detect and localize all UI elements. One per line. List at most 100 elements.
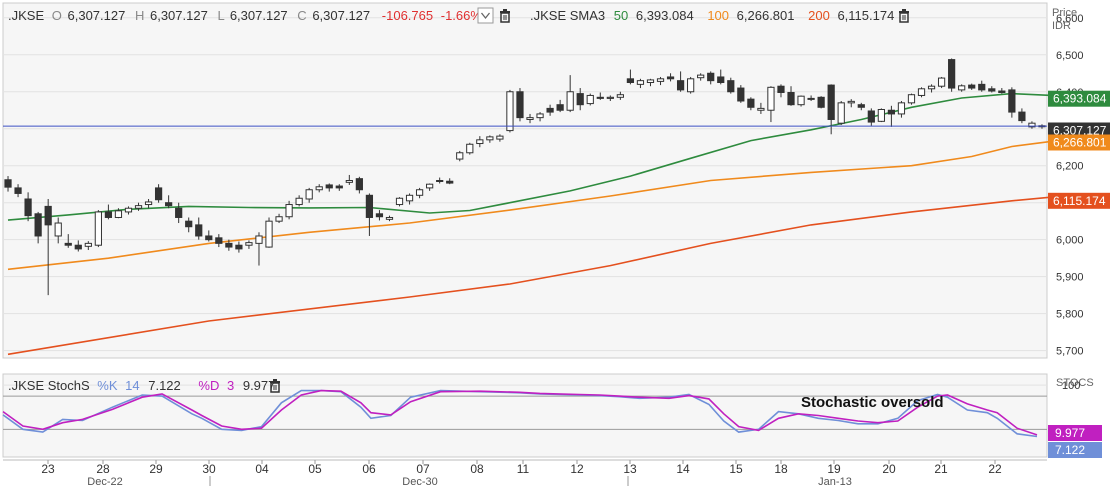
trash-icon[interactable] <box>500 9 510 23</box>
stoch-tick-label: 100 <box>1062 380 1080 392</box>
legend-symbol: .JKSE <box>8 8 44 23</box>
candle <box>426 183 434 191</box>
candle-body <box>365 194 374 218</box>
candle-body <box>827 84 835 120</box>
candle-body <box>988 88 996 92</box>
candle-body <box>516 91 524 119</box>
x-day-label: 05 <box>308 462 322 476</box>
candle-body <box>405 194 414 202</box>
candle <box>857 102 865 111</box>
candle <box>54 217 62 244</box>
price-tick-label: 5,800 <box>1056 309 1084 321</box>
candle-body <box>4 179 12 188</box>
x-day-label: 04 <box>255 462 269 476</box>
candle <box>1028 121 1036 129</box>
candle-body <box>275 216 283 222</box>
x-day-label: 30 <box>202 462 216 476</box>
candle <box>235 241 243 253</box>
candle <box>335 184 343 191</box>
sma50-value: 6,393.084 <box>636 8 694 23</box>
candle-body <box>84 242 92 247</box>
candle-body <box>375 213 384 218</box>
candle <box>757 102 765 114</box>
candle-body <box>134 205 143 209</box>
candle-body <box>64 242 72 246</box>
candle <box>144 198 153 209</box>
candle-body <box>486 136 494 141</box>
candle <box>797 95 805 107</box>
candle <box>586 93 594 106</box>
legend-change: -106.765 <box>382 8 433 23</box>
candle-body <box>24 198 32 217</box>
candle <box>365 193 374 236</box>
candle <box>175 202 183 224</box>
candle <box>616 91 624 100</box>
stoch-panel: .JKSE StochS %K 14 7.122 %D 3 9.977 Stoc… <box>2 373 1102 458</box>
candle-body <box>355 178 363 191</box>
trash-icon[interactable] <box>270 379 280 393</box>
candle-body <box>124 207 133 213</box>
candle <box>205 230 213 242</box>
candle-body <box>757 107 765 111</box>
candle-body <box>94 211 102 246</box>
candle-body <box>586 94 594 105</box>
sma-legend: .JKSE SMA3 50 6,393.084 100 6,266.801 20… <box>530 8 894 23</box>
candle-body <box>566 91 574 111</box>
legend-dropdown-button[interactable] <box>477 7 494 24</box>
candle-body <box>154 187 163 201</box>
candle-body <box>948 59 956 89</box>
candle <box>466 142 474 155</box>
legend-close-value: 6,307.127 <box>312 8 370 23</box>
candle <box>225 239 233 251</box>
candle-body <box>666 76 675 80</box>
price-tick-label: 6,500 <box>1056 50 1084 62</box>
candle-body <box>255 235 263 244</box>
price-panel: 5,7005,8005,9006,0006,1006,2006,3006,400… <box>2 2 1110 359</box>
candle <box>937 76 946 89</box>
candle <box>536 112 544 122</box>
candle-body <box>777 85 785 93</box>
legend-open-label: O <box>52 8 62 23</box>
sma100-value: 6,266.801 <box>737 8 795 23</box>
x-day-label: 22 <box>988 462 1002 476</box>
candle <box>456 150 464 162</box>
stoch-k-value-tag: 7.122 <box>1048 442 1102 458</box>
candle-body <box>917 88 926 96</box>
candle <box>245 240 253 249</box>
x-month-label: Dec-30 <box>402 476 437 486</box>
candle-body <box>877 109 885 122</box>
candle <box>877 108 885 123</box>
candle <box>626 69 635 85</box>
candle <box>917 87 926 98</box>
candle-body <box>385 216 394 220</box>
trash-icon[interactable] <box>899 9 909 23</box>
stoch-d-value: 9.977 <box>243 378 276 393</box>
candle-body <box>536 113 544 119</box>
candle-body <box>315 186 323 191</box>
candle <box>727 77 735 94</box>
candle <box>4 176 12 192</box>
candle-body <box>44 205 52 226</box>
x-day-label: 21 <box>934 462 948 476</box>
candle <box>777 84 785 98</box>
candle <box>807 95 815 101</box>
x-day-label: 13 <box>623 462 637 476</box>
candle <box>596 92 604 100</box>
candle <box>185 217 193 233</box>
candle <box>666 73 675 82</box>
stoch-axis-title: STOCS <box>1056 377 1094 389</box>
candle <box>837 100 845 126</box>
candle <box>275 213 283 224</box>
candle-body <box>496 135 504 140</box>
candle <box>165 195 173 209</box>
candle-body <box>727 80 735 93</box>
candle-body <box>295 197 303 206</box>
candle <box>636 78 645 89</box>
candle-body <box>767 86 775 111</box>
candle-body <box>205 235 213 241</box>
candle <box>215 234 223 248</box>
candle-body <box>526 117 534 120</box>
candle <box>988 86 996 93</box>
